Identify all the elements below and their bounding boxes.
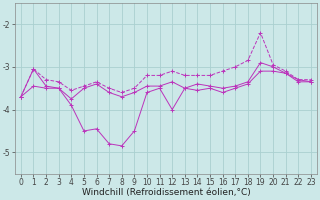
X-axis label: Windchill (Refroidissement éolien,°C): Windchill (Refroidissement éolien,°C) xyxy=(82,188,250,197)
